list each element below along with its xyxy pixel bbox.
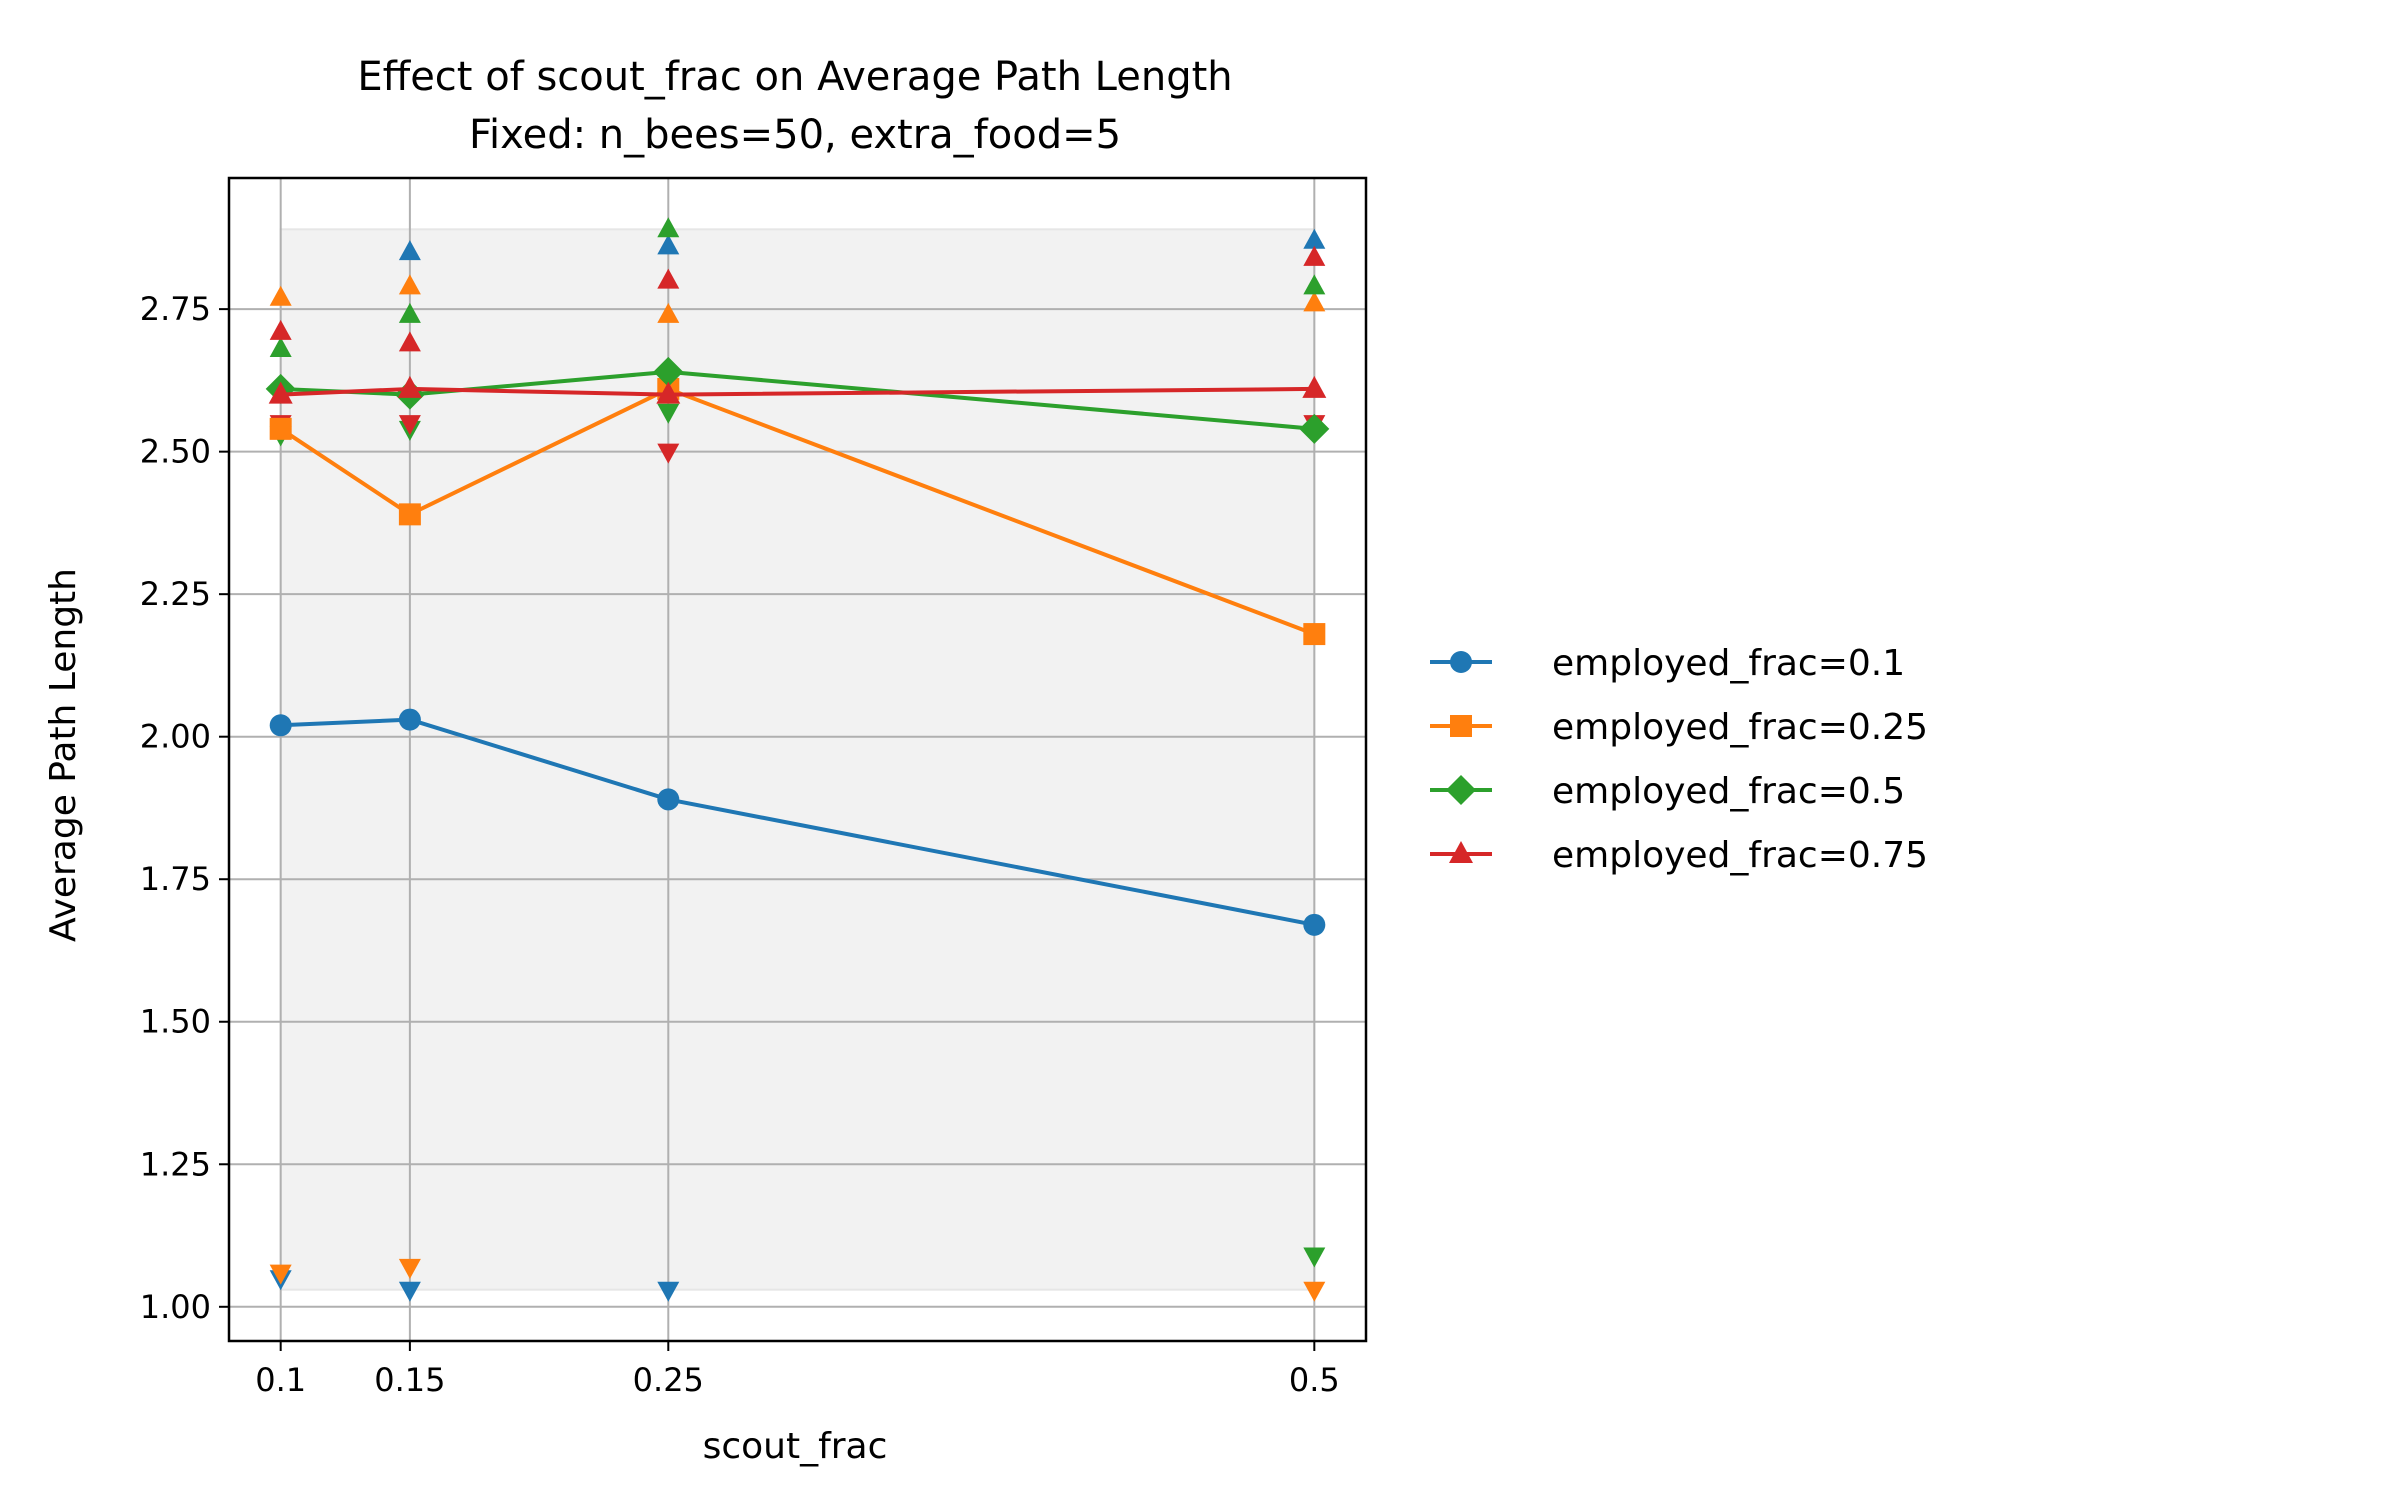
y-tick-label: 2.25 — [140, 575, 211, 613]
max-point — [398, 274, 421, 295]
max-point — [1303, 274, 1326, 295]
y-tick-label: 2.75 — [140, 290, 211, 328]
data-point — [1299, 413, 1330, 444]
data-point — [397, 375, 422, 398]
data-point — [1302, 375, 1327, 398]
data-point — [269, 417, 292, 440]
data-point — [268, 381, 293, 404]
chart-subtitle: Fixed: n_bees=50, extra_food=5 — [469, 112, 1121, 158]
legend-label: employed_frac=0.5 — [1552, 771, 1905, 812]
data-point — [269, 714, 292, 737]
min-point — [657, 443, 680, 464]
y-axis-label: Average Path Length — [43, 568, 84, 942]
data-point — [1303, 623, 1326, 646]
max-point — [269, 285, 292, 306]
x-axis-label: scout_frac — [703, 1426, 888, 1467]
max-point — [1303, 245, 1326, 266]
max-point — [398, 240, 421, 261]
min-point — [1303, 1281, 1326, 1302]
min-point — [1303, 1247, 1326, 1268]
max-point — [657, 234, 680, 255]
data-point — [657, 788, 680, 811]
legend-marker — [1446, 775, 1476, 805]
max-point — [1303, 228, 1326, 249]
y-tick-label: 2.00 — [140, 718, 211, 756]
x-tick-label: 0.15 — [374, 1361, 445, 1399]
data-point — [1303, 913, 1326, 936]
min-point — [657, 403, 680, 424]
series-line — [279, 386, 1316, 636]
max-point — [657, 302, 680, 323]
y-tick-label: 1.00 — [140, 1288, 211, 1326]
max-point — [657, 268, 680, 289]
series-line — [280, 717, 1315, 927]
range-band — [279, 228, 1316, 1291]
max-point — [398, 331, 421, 352]
data-point — [398, 503, 421, 526]
y-tick-label: 2.50 — [140, 433, 211, 471]
data-point — [656, 381, 681, 404]
legend-marker — [1449, 841, 1473, 863]
min-point — [398, 1281, 421, 1302]
max-point — [269, 319, 292, 340]
legend-label: employed_frac=0.75 — [1552, 835, 1928, 876]
max-point — [657, 217, 680, 238]
legend-label: employed_frac=0.1 — [1552, 643, 1905, 684]
min-point — [398, 415, 421, 436]
plot-frame — [227, 176, 1368, 1343]
max-point — [398, 302, 421, 323]
x-tick-label: 0.25 — [633, 1361, 704, 1399]
y-tick-label: 1.25 — [140, 1145, 211, 1183]
legend-label: employed_frac=0.25 — [1552, 707, 1928, 748]
max-point — [1303, 291, 1326, 312]
min-point — [269, 1264, 292, 1285]
min-point — [398, 1258, 421, 1279]
min-point — [657, 1281, 680, 1302]
y-tick-label: 1.50 — [140, 1003, 211, 1041]
x-tick-label: 0.5 — [1289, 1361, 1340, 1399]
max-point — [269, 337, 292, 358]
legend: employed_frac=0.1 employed_frac=0.25emplo… — [1430, 643, 1928, 876]
series-line — [280, 386, 1315, 397]
legend-marker — [1450, 715, 1472, 737]
legend-marker — [1450, 651, 1472, 673]
y-tick-label: 1.75 — [140, 860, 211, 898]
data-point — [653, 356, 684, 387]
chart-title: Effect of scout_frac on Average Path Len… — [357, 54, 1232, 100]
data-point — [398, 708, 421, 731]
x-tick-label: 0.1 — [255, 1361, 306, 1399]
